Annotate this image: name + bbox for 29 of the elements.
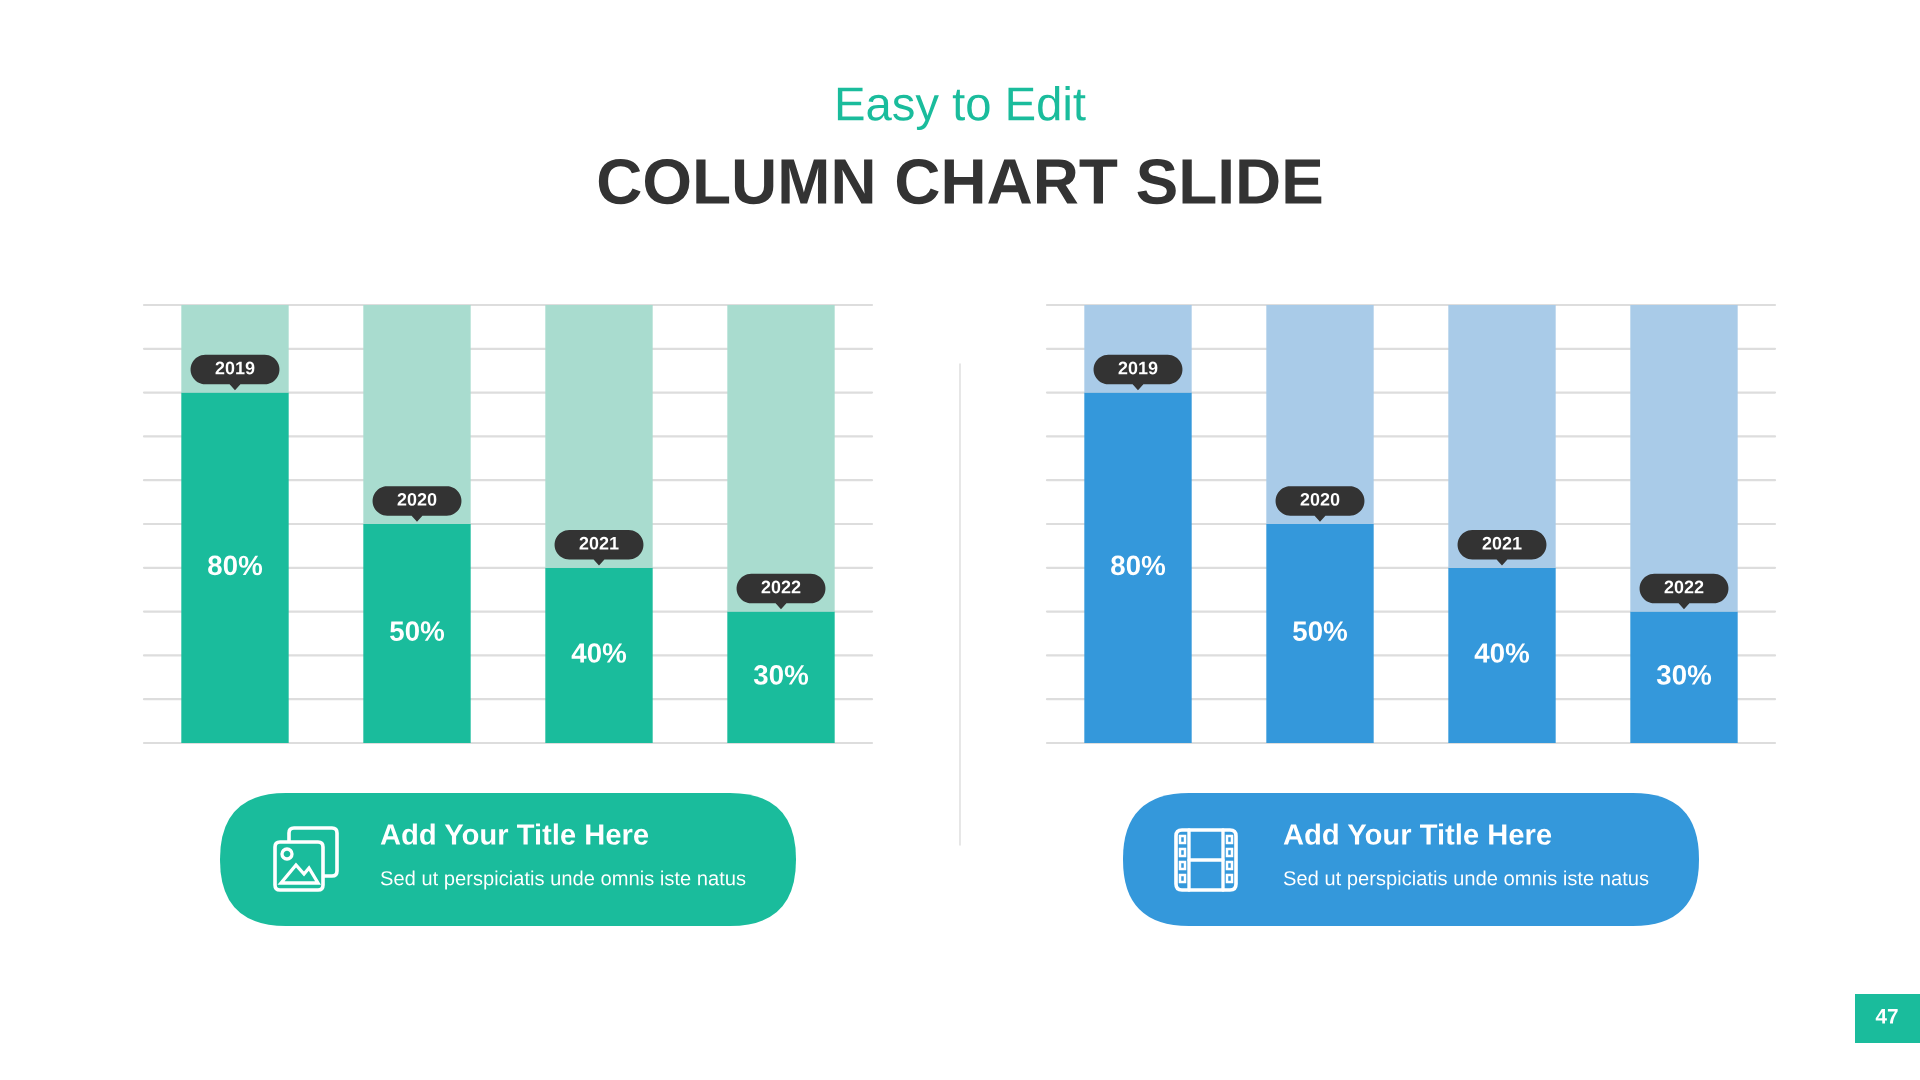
text: COLUMN CHART SLIDE: [598, 158, 1322, 205]
x-tick-label: 2019: [215, 361, 255, 375]
x-tick-label: 2020: [1300, 493, 1340, 506]
data-label: 30%: [753, 665, 809, 685]
bar: [1266, 305, 1374, 524]
bar: [1630, 305, 1738, 612]
bar: [727, 305, 835, 612]
data-label: 50%: [390, 621, 445, 641]
data-label: 30%: [1656, 665, 1712, 685]
x-tick-label: 2019: [1118, 361, 1158, 375]
x-tick-label: 2020: [397, 493, 437, 506]
data-label: 40%: [1474, 643, 1530, 663]
text: Sed ut perspiciatis unde omnis iste natus: [380, 870, 746, 890]
text: Sed ut perspiciatis unde omnis iste natus: [1283, 870, 1649, 890]
data-label: 80%: [1111, 555, 1166, 576]
x-tick-label: 2022: [761, 580, 801, 594]
text: Add Your Title Here: [380, 823, 649, 845]
text: Add Your Title Here: [1283, 823, 1552, 845]
x-tick-label: 2021: [579, 536, 619, 550]
bar: [1448, 305, 1556, 568]
data-label: 50%: [1293, 621, 1348, 641]
bar: [363, 305, 471, 524]
text: 47: [1875, 1009, 1898, 1024]
x-tick-label: 2021: [1482, 536, 1522, 550]
data-label: 40%: [571, 643, 627, 663]
x-tick-label: 2022: [1664, 580, 1704, 594]
bar: [545, 305, 653, 568]
text: Easy to Edit: [837, 85, 1086, 131]
data-label: 80%: [208, 555, 263, 576]
